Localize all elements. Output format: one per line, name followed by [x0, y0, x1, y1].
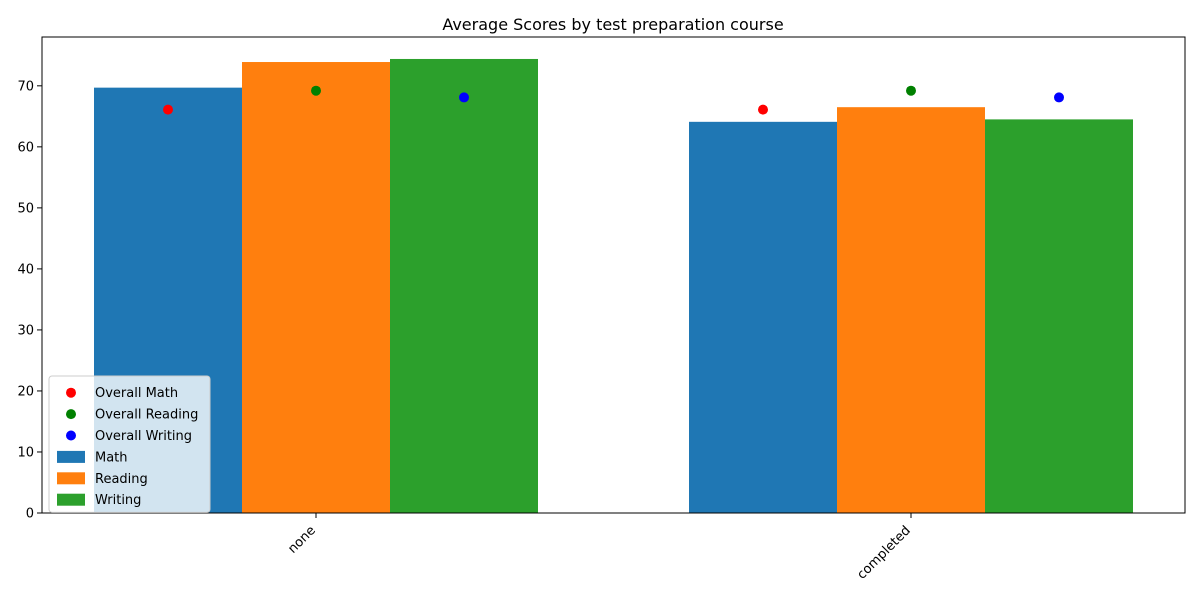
legend-box — [48, 375, 211, 513]
y-axis: 0 10 20 30 40 50 60 70 — [17, 79, 42, 522]
x-tick-label-completed: completed — [854, 523, 913, 582]
legend-label-reading: Reading — [95, 472, 148, 487]
plot-frame — [41, 36, 1186, 514]
legend-swatch-math — [57, 450, 85, 463]
legend: Overall Math Overall Reading Overall Writi… — [48, 375, 211, 513]
legend-label-overall-reading: Overall Reading — [95, 408, 198, 423]
legend-label-overall-math: Overall Math — [95, 386, 178, 401]
marker-overall-writing-none — [459, 92, 469, 103]
legend-swatch-overall-math — [66, 387, 76, 398]
legend-swatch-overall-writing — [66, 430, 76, 441]
y-tick-label-40: 40 — [17, 262, 34, 277]
legend-label-math: Math — [95, 450, 128, 465]
y-tick-label-70: 70 — [17, 79, 34, 94]
x-axis: none completed — [285, 513, 914, 583]
bar-reading-completed — [837, 107, 985, 513]
y-tick-label-50: 50 — [17, 201, 34, 216]
bar-writing-completed — [985, 119, 1133, 513]
y-tick-label-20: 20 — [17, 384, 34, 399]
chart-title: Average Scores by test preparation cours… — [442, 15, 783, 34]
legend-swatch-writing — [57, 493, 85, 506]
marker-overall-reading-none — [311, 85, 321, 96]
plot-area — [41, 36, 1186, 514]
legend-swatch-reading — [57, 472, 85, 485]
y-tick-label-0: 0 — [26, 507, 34, 522]
legend-label-overall-writing: Overall Writing — [95, 429, 192, 444]
bar-reading-none — [242, 62, 390, 514]
marker-overall-writing-completed — [1054, 92, 1064, 103]
marker-overall-reading-completed — [906, 85, 916, 96]
y-tick-label-60: 60 — [17, 140, 34, 155]
bar-writing-none — [390, 58, 538, 513]
y-tick-label-10: 10 — [17, 445, 34, 460]
marker-overall-math-completed — [758, 104, 768, 115]
marker-overall-math-none — [163, 104, 173, 115]
legend-label-writing: Writing — [95, 493, 141, 508]
bar-math-completed — [689, 121, 837, 514]
legend-swatch-overall-reading — [66, 409, 76, 420]
y-tick-label-30: 30 — [17, 323, 34, 338]
x-tick-label-none: none — [285, 523, 319, 557]
